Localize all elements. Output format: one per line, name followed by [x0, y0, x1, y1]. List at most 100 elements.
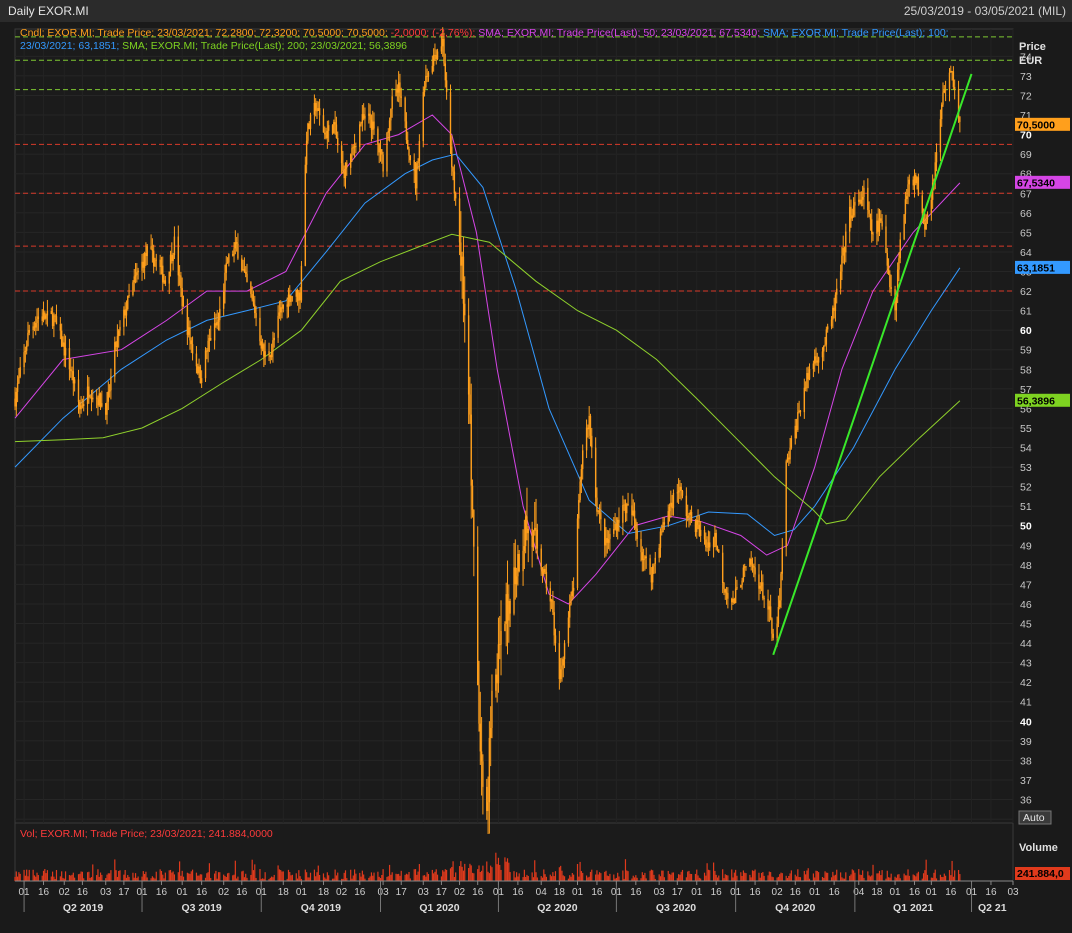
candle-body — [915, 174, 917, 184]
candle-body — [596, 497, 598, 512]
candle-body — [731, 598, 733, 603]
trendline[interactable] — [772, 73, 973, 656]
candle-body — [694, 521, 697, 533]
candle-body — [151, 249, 154, 251]
candle-body — [613, 528, 615, 534]
y-tick-label: 54 — [1020, 443, 1032, 455]
candle-body — [440, 46, 443, 52]
candle-body — [572, 587, 575, 591]
candle-body — [777, 607, 780, 624]
candle-body — [907, 184, 909, 197]
candle-body — [449, 92, 452, 147]
candle-body — [921, 195, 923, 214]
candle-body — [841, 255, 843, 272]
candle-body — [654, 557, 656, 564]
x-tick-label: 02 — [218, 887, 230, 898]
candle-body — [815, 356, 817, 361]
candle-body — [685, 495, 688, 517]
y-tick-label: 47 — [1020, 579, 1032, 591]
x-tick-label: 16 — [196, 887, 208, 898]
candle-body — [464, 303, 466, 316]
candle-body — [435, 55, 437, 59]
candle-body — [290, 296, 292, 302]
candle-body — [373, 121, 375, 129]
candle-body — [340, 145, 343, 164]
y-tick-label: 55 — [1020, 423, 1032, 435]
candle-body — [234, 242, 237, 249]
x-tick-label: 16 — [512, 887, 524, 898]
y-tick-label: 64 — [1020, 247, 1032, 259]
candle-body — [587, 427, 589, 430]
candle-body — [581, 450, 584, 470]
uptrend-line[interactable] — [772, 73, 973, 656]
candle-body — [789, 447, 791, 460]
candle-body — [146, 246, 148, 257]
candle-body — [82, 404, 85, 406]
price-panel[interactable] — [14, 28, 1014, 824]
x-tick-label: 16 — [711, 887, 723, 898]
candle-body — [333, 122, 335, 134]
candle-body — [245, 272, 247, 274]
candle-body — [119, 326, 121, 331]
candle-body — [795, 425, 798, 430]
legend-item: SMA; EXOR.MI; Trade Price(Last); 100; — [760, 27, 948, 39]
candle-body — [588, 415, 590, 430]
candle-body — [727, 593, 729, 599]
candle-body — [781, 547, 783, 574]
candle-body — [780, 573, 782, 601]
x-tick-label: 16 — [77, 887, 89, 898]
quarter-label: Q1 2021 — [893, 902, 933, 914]
candle-body — [813, 356, 816, 364]
candle-body — [495, 674, 497, 691]
value-tag-label: 67,5340 — [1017, 177, 1055, 189]
candle-body — [591, 435, 593, 448]
candle-body — [98, 393, 100, 406]
candle-body — [114, 342, 116, 377]
candle-body — [125, 308, 128, 316]
candle-body — [349, 154, 352, 168]
x-tick-label: 16 — [354, 887, 366, 898]
candle-body — [63, 342, 65, 356]
candle-body — [413, 160, 415, 172]
candle-body — [164, 280, 167, 284]
candle-body — [948, 72, 951, 90]
price-chart[interactable]: 3536373839404142434445464748495051525354… — [0, 22, 1072, 933]
grid — [15, 29, 1014, 823]
y-tick-label: 46 — [1020, 599, 1032, 611]
candle-body — [776, 623, 778, 638]
candle-body — [391, 96, 393, 109]
y-tick-label: 48 — [1020, 560, 1032, 572]
candle-body — [35, 323, 37, 328]
candle-body — [277, 315, 279, 338]
candle-body — [235, 242, 238, 244]
candle-body — [670, 502, 672, 507]
candle-body — [286, 304, 288, 307]
x-tick-label: 02 — [336, 887, 348, 898]
x-tick-label: 18 — [871, 887, 883, 898]
candle-body — [881, 221, 883, 227]
candle-body — [750, 558, 752, 565]
candle-body — [259, 317, 261, 342]
y-tick-label: 68 — [1020, 169, 1032, 181]
candle-body — [887, 265, 890, 274]
auto-scale-button[interactable] — [1018, 810, 1052, 825]
candle-body — [395, 88, 397, 97]
candle-body — [479, 723, 482, 752]
candle-body — [180, 275, 182, 289]
candle-body — [445, 80, 448, 93]
candle-body — [409, 155, 412, 161]
candle-body — [758, 574, 760, 589]
candle-body — [326, 130, 329, 139]
value-tags: 70,5000 67,5340 63,1851 56,3896 — [1015, 117, 1070, 407]
candle-body — [709, 542, 711, 548]
candle-body — [261, 344, 264, 349]
x-tick-label: 01 — [572, 887, 584, 898]
candle-body — [772, 633, 774, 638]
candle-body — [237, 243, 239, 259]
candle-body — [707, 542, 710, 548]
candle-body — [105, 403, 107, 415]
candle-body — [649, 558, 651, 575]
candle-body — [95, 397, 98, 399]
candle-body — [434, 54, 436, 56]
candle-body — [219, 308, 221, 321]
